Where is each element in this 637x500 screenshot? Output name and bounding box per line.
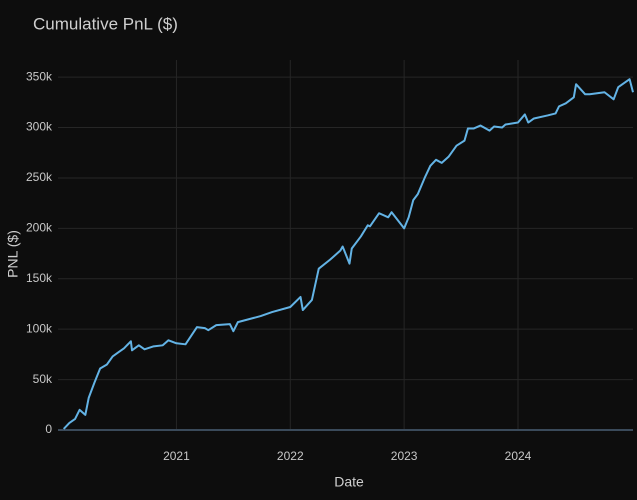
y-tick-label: 100k — [26, 321, 53, 335]
y-tick-label: 250k — [26, 170, 53, 184]
chart-title: Cumulative PnL ($) — [33, 14, 178, 33]
y-tick-label: 50k — [33, 372, 53, 386]
x-tick-label: 2024 — [505, 449, 532, 463]
x-tick-label: 2021 — [163, 449, 190, 463]
y-tick-label: 300k — [26, 120, 53, 134]
y-axis-title: PNL ($) — [5, 230, 21, 278]
y-tick-label: 0 — [45, 422, 52, 436]
x-tick-label: 2023 — [391, 449, 418, 463]
x-tick-label: 2022 — [277, 449, 304, 463]
x-axis-title: Date — [334, 474, 364, 490]
y-tick-label: 150k — [26, 271, 53, 285]
line-series — [62, 78, 634, 430]
y-tick-label: 200k — [26, 221, 53, 235]
y-tick-label: 350k — [26, 69, 53, 83]
